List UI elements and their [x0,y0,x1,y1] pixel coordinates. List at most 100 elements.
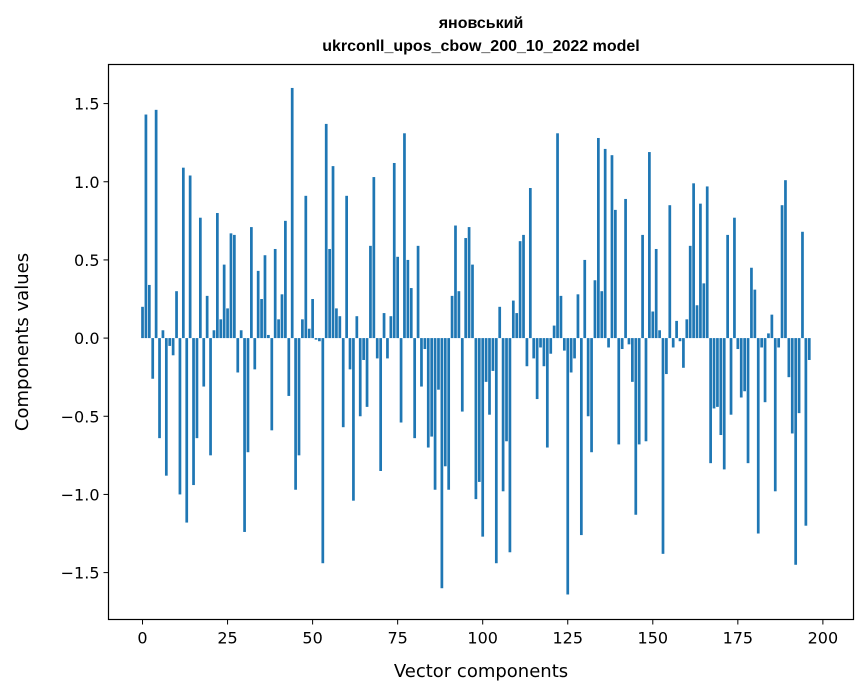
bar-73 [389,316,393,339]
bar-60 [345,195,348,339]
bar-163 [695,305,699,339]
bar-122 [556,133,559,339]
bar-196 [807,338,811,360]
bar-106 [501,338,505,492]
bar-130 [583,259,587,339]
y-tick-label: 1.5 [74,95,99,114]
bar-79 [409,288,413,339]
bar-28 [236,338,240,373]
bar-116 [535,338,539,400]
bar-35 [260,299,263,339]
bar-192 [794,338,798,565]
bar-36 [263,255,267,339]
bar-9 [171,338,175,356]
x-tick-label: 175 [723,629,754,648]
bar-177 [743,338,746,392]
bar-173 [729,338,733,415]
bar-126 [569,338,573,373]
x-tick-label: 125 [552,629,583,648]
y-tick-label: −1.0 [61,485,100,504]
bar-37 [267,334,270,339]
bar-125 [566,338,570,595]
bar-115 [532,338,536,359]
bar-0 [141,306,144,339]
bar-86 [433,338,437,490]
bar-8 [168,338,172,346]
bar-117 [539,338,542,348]
bar-48 [304,195,308,339]
bar-6 [161,330,165,339]
bar-50 [311,299,314,339]
bar-38 [270,338,274,431]
bar-187 [777,338,781,348]
bar-85 [430,338,434,437]
bar-184 [767,333,770,339]
bar-165 [702,283,706,339]
bar-20 [209,338,212,456]
bar-190 [787,338,791,378]
bar-3 [151,338,155,379]
bar-149 [648,152,651,339]
bar-137 [607,338,610,348]
bar-119 [545,338,549,448]
bar-152 [658,330,661,339]
bar-54 [324,123,328,339]
bar-169 [716,338,719,407]
bar-128 [576,294,580,339]
bar-99 [477,338,481,482]
bar-69 [375,338,379,359]
bar-17 [198,217,202,339]
bar-27 [233,234,236,339]
bar-32 [250,227,253,339]
bar-172 [726,234,729,339]
bar-103 [491,338,495,371]
bar-118 [542,338,546,367]
bar-77 [403,133,406,339]
bar-90 [447,338,451,490]
bar-144 [631,338,634,382]
bar-18 [202,338,206,387]
y-axis-label: Components values [12,253,33,431]
bar-64 [358,338,362,417]
bar-146 [637,338,641,445]
bar-95 [464,238,468,339]
bar-71 [382,313,386,339]
bar-68 [372,177,376,339]
bar-180 [753,289,757,339]
bar-39 [273,248,277,339]
bar-14 [188,175,192,339]
bar-178 [746,338,750,464]
bar-49 [307,328,311,339]
bar-159 [682,338,685,368]
bar-120 [549,338,553,354]
bar-81 [416,245,420,339]
bar-132 [590,338,593,453]
x-tick-label: 100 [467,629,498,648]
bar-156 [671,338,675,348]
bar-89 [443,338,447,467]
bar-83 [423,338,427,350]
bar-30 [243,338,246,532]
bar-29 [239,330,243,339]
bar-72 [386,338,389,359]
bar-143 [627,338,631,345]
bar-41 [280,294,284,339]
bar-25 [226,308,229,339]
bar-168 [712,338,716,409]
bar-19 [205,295,209,339]
bar-92 [454,225,457,339]
bar-121 [552,325,556,339]
bar-133 [593,280,597,339]
y-tick-label: 0.5 [74,251,99,270]
bar-70 [379,338,383,471]
bar-56 [331,166,335,339]
bar-170 [719,338,723,436]
bar-76 [399,338,403,423]
bar-23 [219,319,223,339]
bar-33 [253,338,257,370]
bar-59 [341,338,345,428]
x-tick-label: 200 [808,629,839,648]
bar-44 [290,87,294,339]
bar-91 [450,295,454,339]
bar-16 [195,338,199,439]
